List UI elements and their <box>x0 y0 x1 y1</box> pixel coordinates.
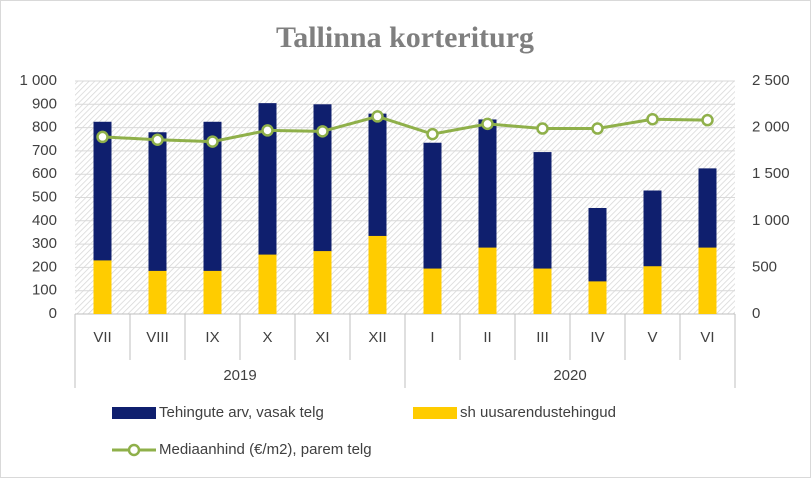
line-marker <box>536 122 549 135</box>
legend-label: Mediaanhind (€/m2), parem telg <box>159 441 372 458</box>
x-tick-label: III <box>536 329 549 346</box>
y-tick-label: 300 <box>32 235 57 252</box>
line-marker <box>481 117 494 131</box>
legend-label: sh uusarendustehingud <box>460 404 616 421</box>
bar <box>148 270 167 314</box>
x-tick-label: VI <box>700 329 714 346</box>
line-marker <box>701 113 714 127</box>
bar <box>478 247 497 314</box>
legend-label: Tehingute arv, vasak telg <box>159 404 324 421</box>
y2-tick-label: 1 500 <box>752 165 790 182</box>
line-marker <box>316 125 329 138</box>
y-tick-label: 1 000 <box>19 72 57 89</box>
legend-marker <box>127 443 141 457</box>
line-marker <box>371 110 384 123</box>
line-marker <box>591 122 604 135</box>
bar <box>148 132 167 314</box>
group-label: 2020 <box>553 367 586 384</box>
x-tick-label: X <box>262 329 272 346</box>
x-tick-label: II <box>483 329 491 346</box>
y-tick-label: 500 <box>32 188 57 205</box>
line-marker <box>96 130 109 144</box>
bar <box>258 254 277 314</box>
bar <box>588 281 607 314</box>
y-tick-label: 900 <box>32 95 57 112</box>
x-tick-label: VIII <box>146 329 169 346</box>
line-marker <box>151 133 164 146</box>
y2-tick-label: 2 000 <box>752 119 790 136</box>
x-tick-label: VII <box>93 329 111 346</box>
bar <box>313 251 332 314</box>
y-tick-label: 400 <box>32 212 57 229</box>
bar <box>93 260 112 314</box>
x-tick-label: IX <box>205 329 219 346</box>
line <box>102 114 708 144</box>
y2-tick-label: 2 500 <box>752 72 790 89</box>
bar <box>533 268 552 314</box>
x-tick-label: XI <box>315 329 329 346</box>
bar <box>203 270 222 314</box>
line-marker <box>646 112 659 126</box>
x-tick-label: V <box>647 329 657 346</box>
legend-swatch <box>413 407 457 419</box>
y2-tick-label: 500 <box>752 258 777 275</box>
y2-tick-label: 0 <box>752 305 760 322</box>
y-tick-label: 100 <box>32 282 57 299</box>
y-tick-label: 700 <box>32 142 57 159</box>
bar <box>643 266 662 314</box>
bar <box>423 268 442 314</box>
line-marker <box>426 127 439 141</box>
y-tick-label: 0 <box>49 305 57 322</box>
y-tick-label: 800 <box>32 119 57 136</box>
line-marker <box>261 124 274 137</box>
y2-tick-label: 1 000 <box>752 212 790 229</box>
chart-title: Tallinna korteriturg <box>276 21 534 54</box>
y-tick-label: 200 <box>32 258 57 275</box>
line-marker <box>206 135 219 148</box>
x-tick-label: I <box>430 329 434 346</box>
bar <box>203 121 222 315</box>
y-tick-label: 600 <box>32 165 57 182</box>
x-tick-label: XII <box>368 329 386 346</box>
legend-swatch <box>112 407 156 419</box>
x-tick-label: IV <box>590 329 604 346</box>
group-label: 2019 <box>223 367 256 384</box>
bar <box>698 247 717 314</box>
bar <box>368 235 387 314</box>
